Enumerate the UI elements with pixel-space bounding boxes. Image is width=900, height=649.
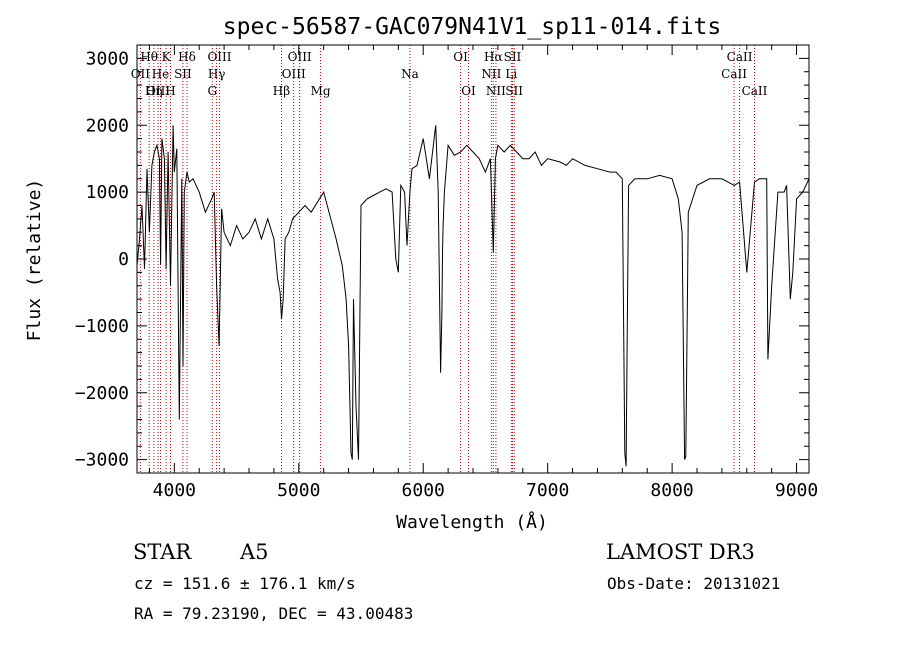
spectral-line-label: OI — [453, 50, 468, 64]
x-tick-label: 9000 — [775, 480, 818, 501]
object-class: STAR — [133, 540, 192, 564]
spectral-line-label: Hα — [484, 50, 503, 64]
spectral-line-label: K — [162, 50, 172, 64]
y-tick-label: −3000 — [75, 450, 129, 471]
spectral-line-label: SII — [504, 50, 522, 64]
y-tick-label: −2000 — [75, 383, 129, 404]
y-axis-ticks: −3000 −2000 −1000 0 1000 2000 3000 — [75, 48, 809, 471]
spectral-line-label: CaII — [742, 84, 768, 98]
spectrum-line — [136, 125, 810, 467]
redshift-cz: cz = 151.6 ± 176.1 km/s — [134, 574, 356, 593]
spectral-line-label: Hβ — [273, 84, 290, 98]
spectrum-chart: spec-56587-GAC079N41V1_sp11-014.fits Hθ O… — [24, 14, 818, 533]
y-tick-label: 3000 — [86, 48, 129, 69]
spectral-line-label: SII — [505, 84, 523, 98]
spectral-line-label: OIII — [146, 84, 170, 98]
spectral-line-label: OII — [131, 67, 151, 81]
spectral-line-label: SII — [174, 67, 192, 81]
spectral-line-label: Na — [401, 67, 419, 81]
spectral-line-label: Hδ — [178, 50, 196, 64]
spectral-line-label: OIII — [282, 67, 306, 81]
y-tick-label: −1000 — [75, 316, 129, 337]
spectral-line-label: G — [207, 84, 217, 98]
x-tick-label: 4000 — [153, 480, 196, 501]
spectral-line-label: Hγ — [208, 67, 226, 81]
x-tick-label: 8000 — [650, 480, 693, 501]
spectral-line-label: OI — [461, 84, 476, 98]
y-tick-label: 0 — [118, 249, 129, 270]
y-axis-label: Flux (relative) — [24, 179, 45, 342]
x-axis-ticks: 4000 5000 6000 7000 8000 9000 — [148, 45, 818, 501]
spectral-line-label: Mg — [311, 84, 331, 98]
x-tick-label: 5000 — [277, 480, 320, 501]
spectral-line-label: OIII — [288, 50, 312, 64]
obs-date: Obs-Date: 20131021 — [607, 574, 781, 593]
spectral-line-label: Li — [505, 67, 517, 81]
x-axis-label: Wavelength (Å) — [396, 511, 548, 533]
y-tick-label: 2000 — [86, 115, 129, 136]
object-subclass: A5 — [240, 540, 269, 564]
spectral-line-label: NII — [481, 67, 501, 81]
spectral-line-label: CaII — [721, 67, 747, 81]
x-tick-label: 6000 — [402, 480, 445, 501]
spectral-line-label: NII — [486, 84, 506, 98]
y-tick-label: 1000 — [86, 182, 129, 203]
coordinates: RA = 79.23190, DEC = 43.00483 — [134, 604, 414, 623]
spectral-line-label: OIII — [207, 50, 231, 64]
spectral-line-label: Hθ — [140, 50, 158, 64]
spectral-line-label: He — [152, 67, 170, 81]
spectral-line-label: Hη — [145, 84, 163, 98]
spectral-line-label: H — [165, 84, 175, 98]
plot-frame — [136, 44, 810, 474]
spectral-line-label: CaII — [727, 50, 753, 64]
marker-lines — [139, 45, 755, 473]
survey-name: LAMOST DR3 — [606, 540, 755, 564]
x-tick-label: 7000 — [526, 480, 569, 501]
chart-title: spec-56587-GAC079N41V1_sp11-014.fits — [223, 14, 722, 40]
